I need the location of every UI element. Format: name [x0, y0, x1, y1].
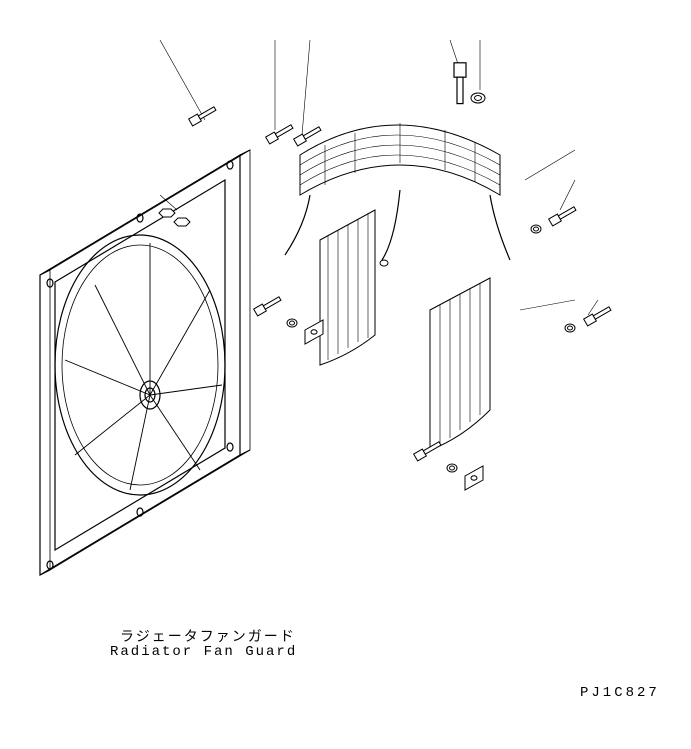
brackets-group — [305, 320, 483, 490]
right-side-guard-net — [430, 278, 490, 450]
leader-lines — [160, 40, 598, 315]
bolts-group — [189, 63, 612, 461]
left-side-guard-net — [320, 210, 375, 365]
diagram-canvas: ラジェータファンガード Radiator Fan Guard PJ1C827 — [0, 0, 691, 749]
label-japanese: ラジェータファンガード — [120, 626, 296, 646]
washers-group — [287, 93, 575, 472]
fan-guard-assembly — [40, 150, 250, 575]
part-code: PJ1C827 — [580, 685, 660, 701]
label-english: Radiator Fan Guard — [110, 644, 297, 660]
top-guard-net — [285, 123, 510, 266]
parts-diagram-svg — [0, 0, 691, 749]
nuts-group — [159, 209, 190, 226]
